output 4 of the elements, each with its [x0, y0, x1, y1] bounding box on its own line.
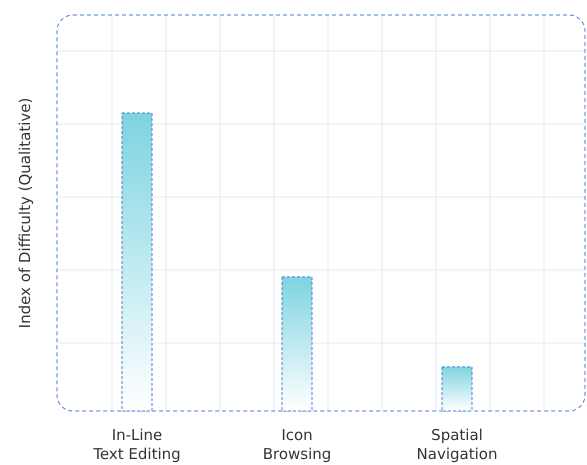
x-tick-label: Spatial Navigation	[416, 426, 498, 463]
x-tick-label: In-Line Text Editing	[92, 426, 181, 463]
y-axis-title: Index of Difficulty (Qualitative)	[16, 98, 34, 328]
x-tick-label: Icon Browsing	[262, 426, 332, 463]
